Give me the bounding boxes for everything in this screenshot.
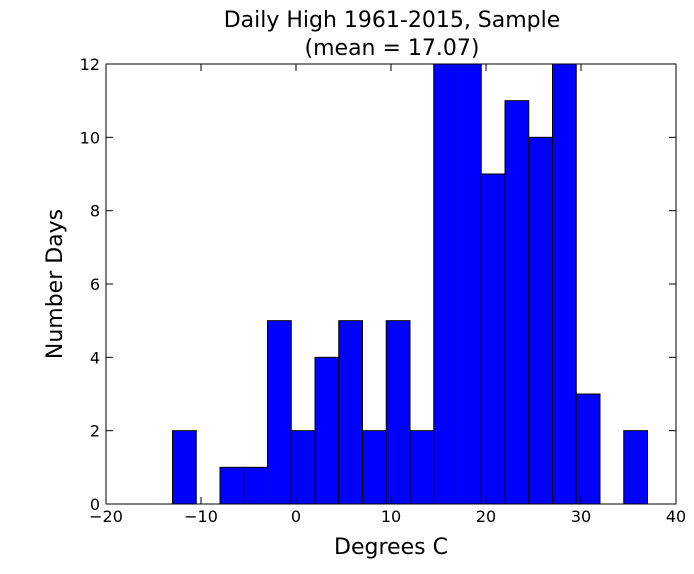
chart-title: Daily High 1961-2015, Sample <box>224 8 561 33</box>
x-tick-label: 0 <box>291 507 301 526</box>
ticks-layer: −20 −10 0 10 20 30 40 0 2 4 6 8 10 12 <box>80 55 687 526</box>
x-tick-label: 40 <box>666 507 686 526</box>
x-tick-label: 10 <box>381 507 401 526</box>
histogram-bar <box>409 430 435 505</box>
y-tick-label: 4 <box>90 348 100 367</box>
histogram-bar <box>172 430 197 505</box>
x-axis-label: Degrees C <box>334 535 448 560</box>
histogram-bar <box>362 430 387 505</box>
histogram-bar <box>243 466 268 505</box>
histogram-bar <box>314 356 340 505</box>
histogram-bar <box>457 63 482 505</box>
y-tick-label: 8 <box>90 202 100 221</box>
histogram-bar <box>480 173 506 505</box>
histogram-bar <box>552 63 577 505</box>
histogram-bar <box>338 320 363 505</box>
histogram-bar <box>623 430 648 505</box>
chart-subtitle: (mean = 17.07) <box>305 36 480 61</box>
x-tick-label: −20 <box>89 507 123 526</box>
histogram-bar <box>219 466 245 505</box>
y-axis-label: Number Days <box>43 209 68 359</box>
histogram-bar <box>267 320 292 505</box>
y-tick-label: 6 <box>90 275 100 294</box>
x-tick-label: −10 <box>184 507 218 526</box>
histogram-bar <box>433 63 458 505</box>
histogram-bar <box>385 320 411 505</box>
x-tick-label: 20 <box>476 507 496 526</box>
bars-layer <box>172 63 648 505</box>
y-tick-label: 0 <box>90 495 100 514</box>
histogram-bar <box>504 100 530 505</box>
histogram-bar <box>575 393 601 505</box>
y-tick-label: 12 <box>80 55 100 74</box>
x-tick-label: 30 <box>571 507 591 526</box>
plot-frame <box>105 63 677 505</box>
y-tick-label: 2 <box>90 422 100 441</box>
histogram-bar <box>290 430 316 505</box>
y-tick-label: 10 <box>80 128 100 147</box>
histogram-bar <box>528 136 553 505</box>
